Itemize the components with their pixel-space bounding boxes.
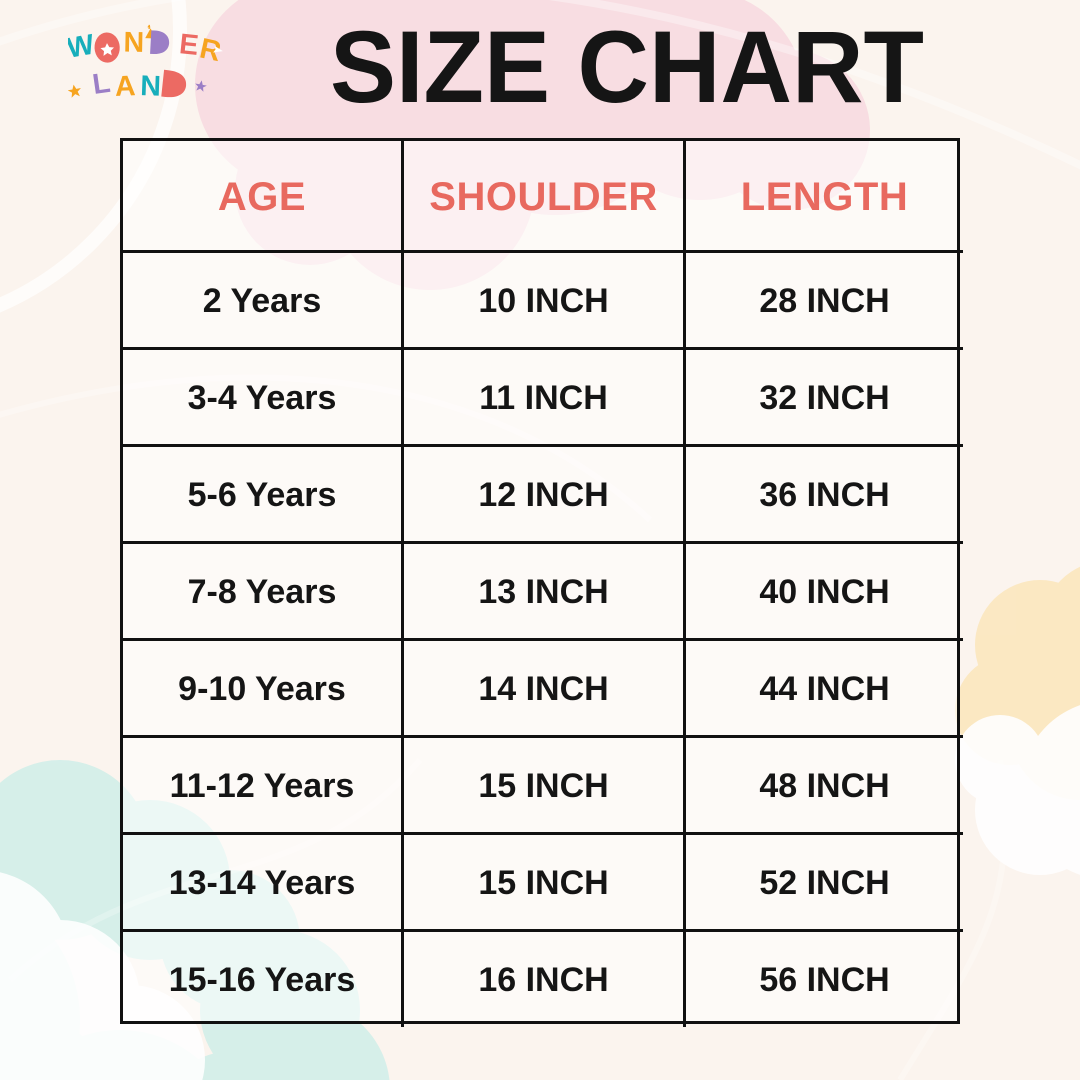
svg-text:E: E	[178, 28, 200, 62]
svg-text:N: N	[123, 27, 144, 59]
svg-text:N: N	[140, 70, 162, 103]
svg-text:W: W	[68, 29, 97, 65]
svg-text:L: L	[91, 67, 113, 101]
svg-text:A: A	[114, 70, 136, 103]
